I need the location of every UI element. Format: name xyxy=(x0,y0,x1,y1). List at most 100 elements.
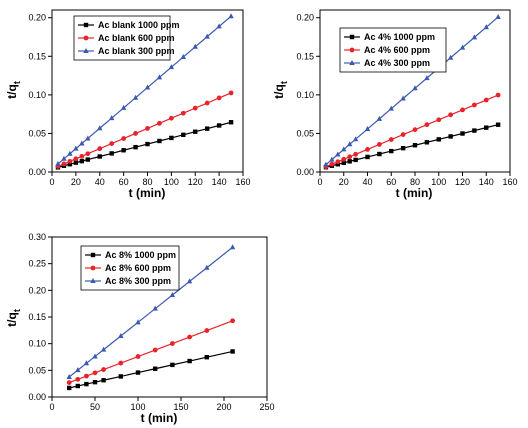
legend-marker xyxy=(83,35,89,41)
y-tick-label: 0.05 xyxy=(296,128,314,138)
data-point xyxy=(55,160,61,166)
data-point xyxy=(79,140,85,146)
data-point xyxy=(75,376,81,382)
data-point xyxy=(145,126,150,131)
data-point xyxy=(79,158,85,164)
legend-entry: Ac 4% 600 ppm xyxy=(364,45,430,55)
data-point xyxy=(85,135,91,141)
data-point xyxy=(412,85,418,91)
data-point xyxy=(145,141,150,147)
data-point xyxy=(152,347,158,353)
y-tick-label: 0.10 xyxy=(296,90,314,100)
data-point xyxy=(73,145,79,151)
data-point xyxy=(377,151,382,157)
data-point xyxy=(75,383,80,389)
legend: Ac blank 1000 ppm Ac blank 600 ppm Ac blan… xyxy=(73,15,180,61)
data-point xyxy=(448,134,453,139)
data-point xyxy=(400,95,406,101)
data-point xyxy=(170,341,175,346)
x-tick-label: 100 xyxy=(164,177,179,187)
data-point xyxy=(412,143,418,148)
data-point xyxy=(187,358,192,364)
data-point xyxy=(352,136,359,142)
data-point xyxy=(67,150,73,156)
data-point xyxy=(84,381,89,387)
data-point xyxy=(230,318,236,324)
data-point xyxy=(135,370,141,375)
data-point xyxy=(152,305,158,311)
data-point xyxy=(132,94,139,100)
data-point xyxy=(204,328,210,333)
data-point xyxy=(153,366,158,371)
data-point xyxy=(472,128,477,133)
x-tick-label: 20 xyxy=(71,177,81,187)
data-point xyxy=(424,122,430,128)
data-point xyxy=(424,75,430,81)
data-point xyxy=(460,131,465,136)
data-point xyxy=(180,110,186,116)
legend-marker xyxy=(90,265,96,271)
data-point xyxy=(180,53,187,59)
data-point xyxy=(364,126,371,132)
data-point xyxy=(376,115,383,121)
data-point xyxy=(228,90,234,96)
data-point xyxy=(459,44,466,50)
data-point xyxy=(100,346,107,352)
data-point xyxy=(341,156,347,162)
x-tick-label: 140 xyxy=(212,177,227,187)
data-point xyxy=(471,34,478,40)
data-point xyxy=(335,162,341,167)
data-point xyxy=(109,151,114,156)
data-point xyxy=(92,353,98,359)
data-point xyxy=(448,112,454,118)
data-point xyxy=(204,100,210,106)
data-point xyxy=(85,157,91,162)
data-point xyxy=(495,92,501,98)
y-tick-label: 0.25 xyxy=(28,259,46,269)
data-point xyxy=(75,367,81,373)
legend-entry: Ac 8% 1000 ppm xyxy=(105,250,176,260)
legend-marker xyxy=(349,60,355,65)
legend-marker xyxy=(83,22,89,28)
x-tick-label: 40 xyxy=(362,177,372,187)
data-point xyxy=(388,137,394,142)
data-point xyxy=(460,107,465,113)
data-point xyxy=(483,24,489,30)
data-point xyxy=(92,379,98,385)
data-point xyxy=(204,126,210,131)
data-point xyxy=(67,158,73,164)
y-tick-label: 0.10 xyxy=(28,90,46,100)
data-point xyxy=(353,151,359,157)
data-point xyxy=(365,146,370,152)
data-point xyxy=(120,104,127,110)
data-point xyxy=(483,97,489,103)
data-point xyxy=(157,120,162,126)
data-point xyxy=(229,244,236,250)
data-point xyxy=(170,362,175,368)
data-point xyxy=(230,349,235,354)
data-point xyxy=(471,102,477,108)
x-tick-label: 80 xyxy=(142,177,152,187)
data-point xyxy=(347,154,353,160)
y-tick-label: 0.20 xyxy=(28,285,46,295)
data-point xyxy=(484,125,489,130)
data-point xyxy=(97,125,103,131)
data-point xyxy=(341,146,347,152)
data-point xyxy=(108,115,115,121)
data-point xyxy=(346,141,353,147)
y-tick-label: 0.15 xyxy=(28,312,46,322)
data-point xyxy=(61,155,67,161)
legend-marker xyxy=(90,252,96,258)
x-tick-label: 80 xyxy=(410,177,420,187)
data-point xyxy=(447,54,454,60)
x-tick-label: 250 xyxy=(259,402,274,412)
data-point xyxy=(135,319,141,325)
x-tick-label: 120 xyxy=(188,177,203,187)
legend-entry: Ac blank 1000 ppm xyxy=(98,20,180,30)
x-tick-label: 0 xyxy=(317,177,322,187)
data-point xyxy=(168,64,175,70)
data-point xyxy=(228,13,234,19)
data-point xyxy=(389,148,394,154)
data-point xyxy=(329,161,335,167)
legend-entry: Ac 8% 600 ppm xyxy=(105,263,171,273)
